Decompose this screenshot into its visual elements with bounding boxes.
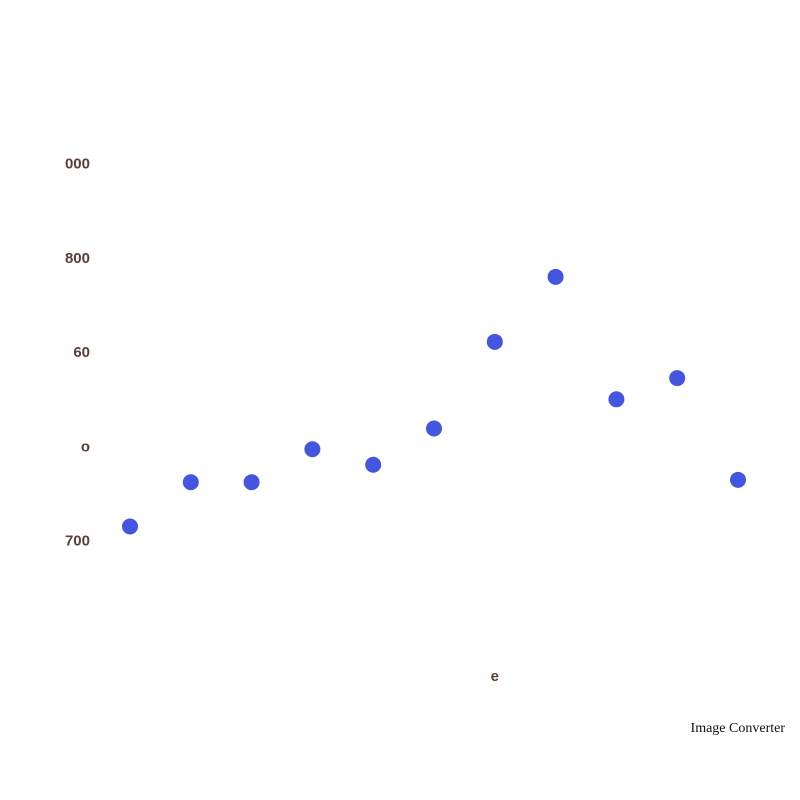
y-tick-label: 000 xyxy=(65,156,90,173)
point xyxy=(486,333,503,350)
watermark: Image Converter xyxy=(691,721,786,736)
point xyxy=(608,391,625,408)
point xyxy=(669,370,686,387)
point xyxy=(365,456,382,473)
y-tick-label: 60 xyxy=(73,344,90,361)
point xyxy=(730,471,746,488)
point xyxy=(426,420,442,437)
point xyxy=(547,268,564,285)
y-tick-label: 700 xyxy=(65,533,90,550)
point xyxy=(243,474,260,491)
y-tick-label: o xyxy=(81,438,90,455)
point xyxy=(304,441,321,458)
point xyxy=(122,518,138,535)
x-tick-label: e xyxy=(491,668,499,685)
y-tick-label: 800 xyxy=(65,250,90,267)
point xyxy=(182,474,199,491)
